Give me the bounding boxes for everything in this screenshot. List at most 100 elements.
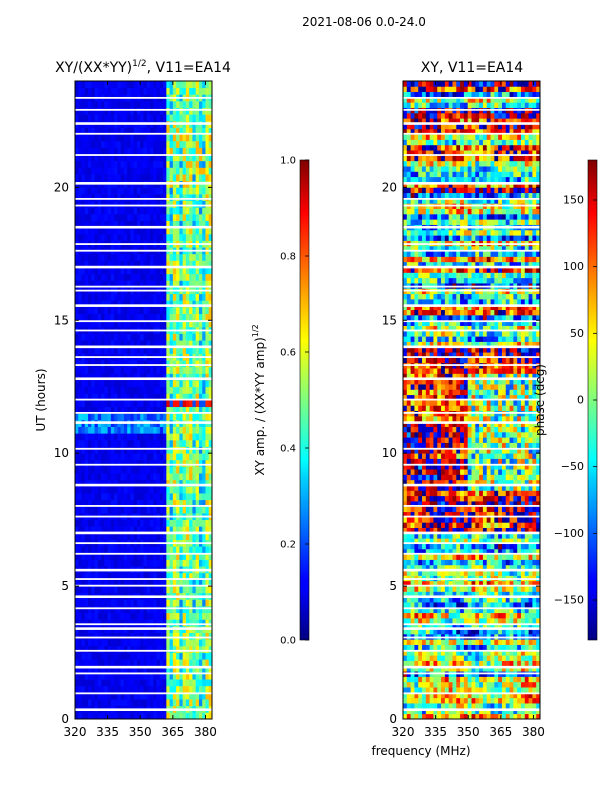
amplitude-cell [163, 639, 167, 647]
amplitude-cell [185, 519, 190, 527]
phase-cell [410, 591, 415, 598]
amplitude-cell [101, 253, 105, 261]
amplitude-cell [133, 632, 138, 640]
amplitude-cell [75, 639, 79, 647]
amplitude-cell [198, 679, 203, 687]
amplitude-cell [127, 679, 131, 687]
amplitude-cell [163, 200, 167, 208]
amplitude-cell [84, 233, 89, 241]
left-x-tick-label: 320 [64, 725, 87, 739]
amplitude-cell [198, 393, 203, 401]
amplitude-cell [153, 373, 157, 381]
amplitude-cell [107, 619, 112, 627]
amplitude-cell [202, 473, 206, 481]
amplitude-cell [185, 446, 190, 454]
phase-cell [482, 660, 488, 667]
amplitude-cell [189, 333, 193, 341]
amplitude-cell [78, 479, 82, 487]
amplitude-cell [179, 340, 184, 348]
amplitude-cell [84, 586, 89, 594]
amplitude-cell [156, 493, 161, 501]
phase-cell [433, 676, 438, 683]
phase-cell [460, 681, 465, 688]
amplitude-cell [166, 532, 170, 540]
amplitude-cell [172, 333, 177, 341]
amplitude-cell [159, 665, 164, 673]
amplitude-cell [107, 433, 112, 441]
amplitude-cell [130, 220, 135, 228]
amplitude-cell [97, 426, 102, 434]
amplitude-cell [195, 612, 200, 620]
amplitude-cell [198, 220, 203, 228]
amplitude-cell [101, 114, 105, 122]
amplitude-cell [179, 679, 184, 687]
amplitude-cell [140, 386, 144, 394]
amplitude-cell [114, 632, 118, 640]
amplitude-cell [133, 386, 138, 394]
amplitude-cell [120, 659, 125, 667]
phase-cell [460, 687, 465, 693]
amplitude-cell [133, 366, 138, 374]
amplitude-cell [153, 147, 157, 155]
amplitude-cell [133, 499, 138, 507]
amplitude-cell [104, 140, 109, 148]
amplitude-cell [202, 579, 206, 587]
amplitude-cell [143, 233, 148, 241]
amplitude-cell [97, 506, 102, 514]
amplitude-cell [153, 446, 157, 454]
amplitude-cell [75, 227, 79, 235]
amplitude-cell [97, 154, 102, 162]
amplitude-cell [182, 227, 187, 235]
amplitude-cell [107, 406, 112, 414]
amplitude-cell [117, 645, 122, 653]
amplitude-cell [172, 260, 177, 268]
amplitude-cell [179, 280, 184, 288]
flagged-gap [75, 345, 212, 349]
amplitude-cell [202, 466, 206, 474]
amplitude-cell [202, 645, 206, 653]
amplitude-cell [104, 207, 109, 215]
amplitude-cell [195, 227, 200, 235]
phase-cell [471, 617, 476, 624]
amplitude-cell [192, 413, 197, 421]
amplitude-cell [153, 685, 157, 693]
amplitude-cell [208, 154, 212, 162]
amplitude-cell [166, 386, 170, 394]
phase-cell [429, 713, 434, 719]
phase-cell [467, 602, 472, 608]
amplitude-cell [185, 227, 190, 235]
amplitude-cell [182, 313, 187, 321]
amplitude-cell [127, 532, 131, 540]
amplitude-cell [150, 679, 154, 687]
amplitude-cell [97, 479, 102, 487]
amplitude-cell [146, 346, 151, 354]
amplitude-cell [127, 100, 131, 108]
amplitude-cell [192, 193, 197, 202]
amplitude-cell [195, 253, 200, 261]
amplitude-cell [114, 506, 118, 514]
phase-cell [520, 596, 526, 603]
amplitude-cell [202, 526, 206, 534]
amplitude-cell [104, 546, 109, 554]
amplitude-cell [143, 572, 148, 580]
amplitude-cell [117, 459, 122, 467]
amplitude-cell [136, 147, 141, 155]
amplitude-cell [195, 659, 200, 667]
amplitude-cell [163, 499, 167, 507]
phase-cell [494, 692, 499, 699]
amplitude-cell [182, 479, 187, 487]
amplitude-cell [104, 306, 109, 315]
amplitude-cell [198, 340, 203, 348]
amplitude-cell [208, 360, 212, 368]
amplitude-cell [195, 586, 200, 594]
amplitude-cell [117, 340, 122, 348]
phase-cell [441, 676, 446, 683]
amplitude-cell [117, 366, 122, 374]
phase-cell [444, 703, 450, 709]
amplitude-cell [130, 81, 135, 89]
phase-cell [463, 649, 469, 656]
amplitude-cell [97, 486, 102, 494]
amplitude-cell [198, 552, 203, 560]
amplitude-cell [84, 685, 89, 693]
amplitude-cell [189, 552, 193, 560]
